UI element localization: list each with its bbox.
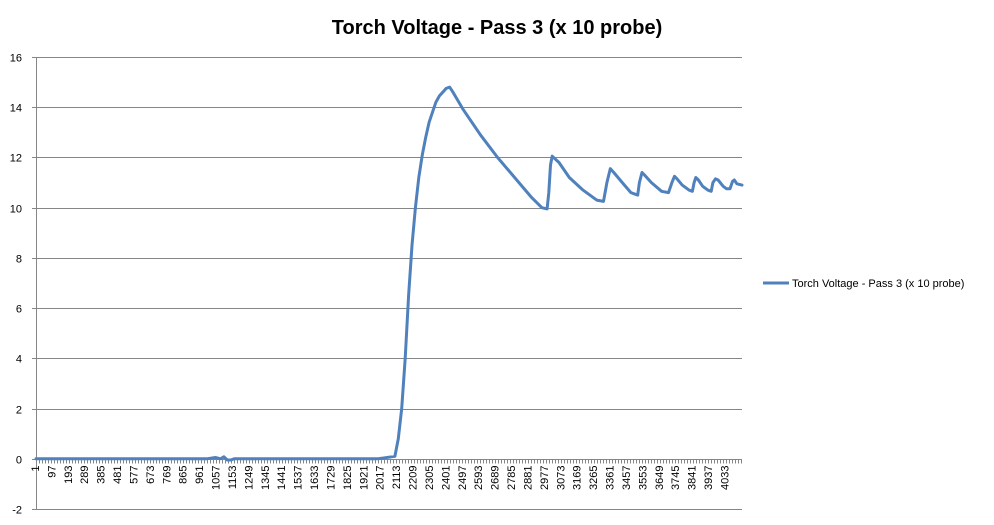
series-lines bbox=[34, 85, 744, 462]
x-tick-label: 2593 bbox=[473, 466, 485, 490]
x-tick-label: 1825 bbox=[342, 466, 354, 490]
x-tick-label: 3265 bbox=[588, 466, 600, 490]
y-tick-label: 4 bbox=[16, 354, 22, 366]
x-tick-label: 1921 bbox=[358, 466, 370, 490]
y-tick-label: 12 bbox=[10, 153, 22, 165]
x-tick-label: 1537 bbox=[293, 466, 305, 490]
x-tick-labels: 1 97 193 289 385 481 577 673 769 865 961 1057 1153 12… bbox=[30, 466, 731, 490]
x-tick-label: 2689 bbox=[490, 466, 502, 490]
x-tick-label: 3745 bbox=[670, 466, 682, 490]
x-tick-label: 3457 bbox=[621, 466, 633, 490]
x-tick-label: 3553 bbox=[637, 466, 649, 490]
x-tick-label: 3841 bbox=[687, 466, 699, 490]
y-tick-label: 0 bbox=[16, 455, 22, 467]
x-tick-label: 3169 bbox=[572, 466, 584, 490]
x-tick-label: 289 bbox=[79, 466, 91, 484]
x-tick-label: 2113 bbox=[391, 466, 403, 490]
y-tick-labels: -2 0 2 4 6 8 10 12 14 16 bbox=[10, 53, 22, 517]
x-tick-label: 577 bbox=[128, 466, 140, 484]
x-tick-label: 2209 bbox=[408, 466, 420, 490]
x-tick-label: 2401 bbox=[440, 466, 452, 490]
x-tick-label: 2017 bbox=[375, 466, 387, 490]
x-tick-label: 2497 bbox=[457, 466, 469, 490]
x-tick-label: 2881 bbox=[522, 466, 534, 490]
x-tick-label: 1345 bbox=[260, 466, 272, 490]
y-tick-label: 6 bbox=[16, 304, 22, 316]
x-tick-label: 3073 bbox=[555, 466, 567, 490]
x-tick-label: 3361 bbox=[605, 466, 617, 490]
x-tick-label: 481 bbox=[112, 466, 124, 484]
y-tick-label: -2 bbox=[12, 505, 22, 517]
x-tick-label: 385 bbox=[96, 466, 108, 484]
x-tick-label: 2785 bbox=[506, 466, 518, 490]
legend: Torch Voltage - Pass 3 (x 10 probe) bbox=[763, 278, 964, 290]
x-tick-label: 97 bbox=[46, 466, 58, 478]
x-tick-label: 961 bbox=[194, 466, 206, 484]
series-line-0 bbox=[34, 85, 744, 462]
x-tick-label: 1441 bbox=[276, 466, 288, 490]
x-tick-label: 1 bbox=[30, 466, 42, 472]
x-tick-label: 769 bbox=[161, 466, 173, 484]
x-tick-label: 1729 bbox=[325, 466, 337, 490]
x-tick-label: 2977 bbox=[539, 466, 551, 490]
y-tick-label: 14 bbox=[10, 103, 22, 115]
legend-label: Torch Voltage - Pass 3 (x 10 probe) bbox=[792, 278, 964, 290]
axes bbox=[32, 57, 742, 510]
chart-title: Torch Voltage - Pass 3 (x 10 probe) bbox=[332, 17, 662, 39]
x-tick-label: 673 bbox=[145, 466, 157, 484]
x-tick-label: 1633 bbox=[309, 466, 321, 490]
x-tick-label: 3937 bbox=[703, 466, 715, 490]
x-tick-label: 4033 bbox=[719, 466, 731, 490]
x-tick-label: 193 bbox=[63, 466, 75, 484]
y-tick-label: 8 bbox=[16, 254, 22, 266]
x-tick-label: 2305 bbox=[424, 466, 436, 490]
y-tick-label: 16 bbox=[10, 53, 22, 65]
y-tick-label: 10 bbox=[10, 204, 22, 216]
x-tick-label: 3649 bbox=[654, 466, 666, 490]
gridlines bbox=[36, 57, 742, 510]
x-tick-label: 1153 bbox=[227, 466, 239, 490]
x-tick-label: 1057 bbox=[211, 466, 223, 490]
x-tick-label: 865 bbox=[178, 466, 190, 484]
y-tick-label: 2 bbox=[16, 405, 22, 417]
x-tick-label: 1249 bbox=[243, 466, 255, 490]
